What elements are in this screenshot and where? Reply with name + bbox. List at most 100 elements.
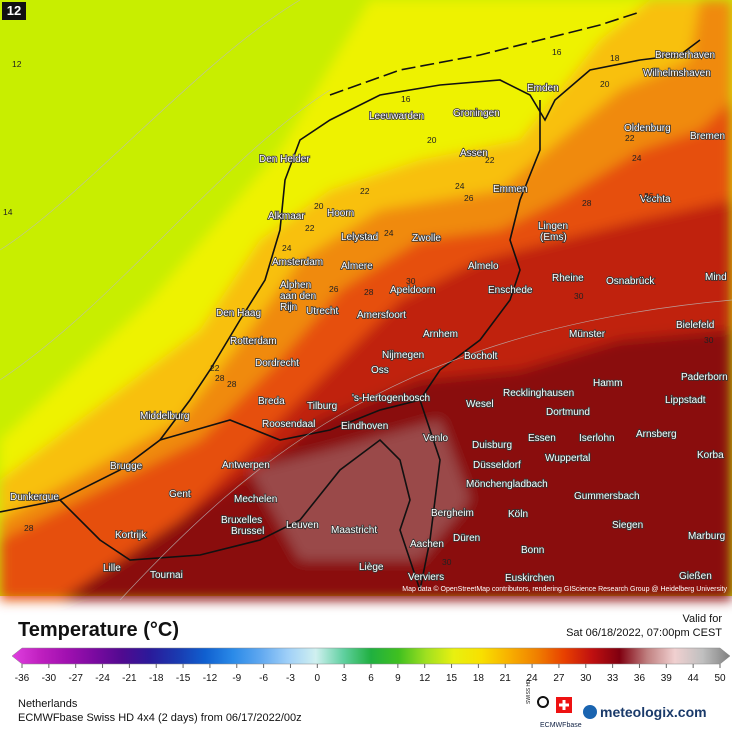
- city-label: Bruxelles: [221, 515, 262, 526]
- colorbar-label: -15: [176, 673, 191, 684]
- city-label: Duisburg: [472, 440, 512, 451]
- city-label: Gummersbach: [574, 491, 640, 502]
- contour-label: 24: [455, 181, 465, 191]
- colorbar-label: 27: [553, 673, 565, 684]
- city-label: Utrecht: [306, 306, 338, 317]
- contour-label: 30: [704, 335, 714, 345]
- city-label: Leuven: [286, 520, 319, 531]
- contour-label: 20: [427, 135, 437, 145]
- colorbar: [11, 647, 731, 665]
- city-label: Aachen: [410, 539, 444, 550]
- city-label: Almelo: [468, 261, 499, 272]
- city-label: Hoorn: [327, 208, 354, 219]
- city-label: Rijn: [280, 302, 297, 313]
- city-label: Almere: [341, 261, 373, 272]
- city-label: Den Haag: [216, 308, 261, 319]
- contour-label: 16: [552, 47, 562, 57]
- city-label: Roosendaal: [262, 419, 315, 430]
- city-label: Recklinghausen: [503, 388, 574, 399]
- city-label: Oss: [371, 365, 389, 376]
- contour-label: 22: [305, 223, 315, 233]
- city-label: Arnhem: [423, 329, 458, 340]
- city-label: (Ems): [540, 232, 567, 243]
- city-label: Amersfoort: [357, 310, 406, 321]
- city-label: Den Helder: [259, 154, 310, 165]
- city-label: Kortrijk: [115, 530, 147, 541]
- colorbar-label: -9: [232, 673, 241, 684]
- city-label: Nijmegen: [382, 350, 424, 361]
- city-label: Antwerpen: [222, 460, 270, 471]
- valid-label: Valid for: [682, 613, 722, 625]
- city-label: Düren: [453, 533, 480, 544]
- contour-label: 28: [227, 379, 237, 389]
- city-label: Maastricht: [331, 525, 377, 536]
- contour-label: 28: [364, 287, 374, 297]
- contour-label: 30: [442, 557, 452, 567]
- city-label: Bremerhaven: [655, 50, 715, 61]
- city-label: Osnabrück: [606, 276, 655, 287]
- colorbar-label: 44: [688, 673, 700, 684]
- logo-ecmwf: ECMWFbase: [540, 722, 582, 729]
- city-label: Marburg: [688, 531, 725, 542]
- city-label: aan den: [280, 291, 316, 302]
- city-label: Brussel: [231, 526, 264, 537]
- contour-label: 20: [600, 79, 610, 89]
- colorbar-label: -36: [15, 673, 30, 684]
- city-label: Münster: [569, 329, 606, 340]
- city-label: Oldenburg: [624, 123, 671, 134]
- city-label: Wuppertal: [545, 453, 590, 464]
- city-label: Bielefeld: [676, 320, 714, 331]
- contour-label: 22: [210, 363, 220, 373]
- city-label: Dunkerque: [10, 492, 59, 503]
- title: Temperature (°C): [18, 619, 179, 641]
- colorbar-label: 36: [634, 673, 646, 684]
- city-label: Düsseldorf: [473, 460, 521, 471]
- contour-label: 18: [610, 53, 620, 63]
- contour-label: 24: [632, 153, 642, 163]
- contour-label: 12: [12, 59, 22, 69]
- city-label: Tilburg: [307, 401, 337, 412]
- city-label: Arnsberg: [636, 429, 677, 440]
- colorbar-label: 24: [527, 673, 539, 684]
- colorbar-label: 50: [714, 673, 726, 684]
- contour-label: 28: [582, 198, 592, 208]
- city-label: Leeuwarden: [369, 111, 424, 122]
- city-label: Verviers: [408, 572, 444, 583]
- city-label: Mechelen: [234, 494, 277, 505]
- city-label: Eindhoven: [341, 421, 388, 432]
- city-label: Lippstadt: [665, 395, 706, 406]
- city-label: Rotterdam: [230, 336, 277, 347]
- contour-label: 22: [625, 133, 635, 143]
- city-label: Dordrecht: [255, 358, 299, 369]
- city-label: Lille: [103, 563, 121, 574]
- city-label: Gießen: [679, 571, 712, 582]
- attribution: Map data © OpenStreetMap contributors, r…: [402, 585, 727, 593]
- city-label: Alkmaar: [268, 211, 305, 222]
- city-label: Brugge: [110, 461, 143, 472]
- city-label: Bonn: [521, 545, 544, 556]
- city-label: Breda: [258, 396, 285, 407]
- city-label: Siegen: [612, 520, 643, 531]
- brand: meteologix.com: [600, 704, 707, 720]
- colorbar-label: 12: [419, 673, 431, 684]
- contour-label: 28: [215, 373, 225, 383]
- colorbar-label: -27: [68, 673, 83, 684]
- colorbar-label: 9: [395, 673, 401, 684]
- contour-label: 30: [574, 291, 584, 301]
- frame-label: 12: [7, 3, 21, 18]
- city-label: Venlo: [423, 433, 448, 444]
- city-label: Dortmund: [546, 407, 590, 418]
- city-label: Bremen: [690, 131, 725, 142]
- contour-label: 28: [24, 523, 34, 533]
- city-label: Vechta: [640, 194, 671, 205]
- city-label: Iserlohn: [579, 433, 615, 444]
- city-label: Bocholt: [464, 351, 498, 362]
- region: Netherlands: [18, 698, 78, 710]
- city-label: Tournai: [150, 570, 183, 581]
- model: ECMWFbase Swiss HD 4x4 (2 days) from 06/…: [18, 712, 302, 724]
- city-label: Korba: [697, 450, 724, 461]
- colorbar-label: -6: [259, 673, 268, 684]
- map: 12 Bremerhaven Wilhelmshaven Emden Bremen Ol…: [0, 0, 732, 601]
- colorbar-label: -12: [203, 673, 218, 684]
